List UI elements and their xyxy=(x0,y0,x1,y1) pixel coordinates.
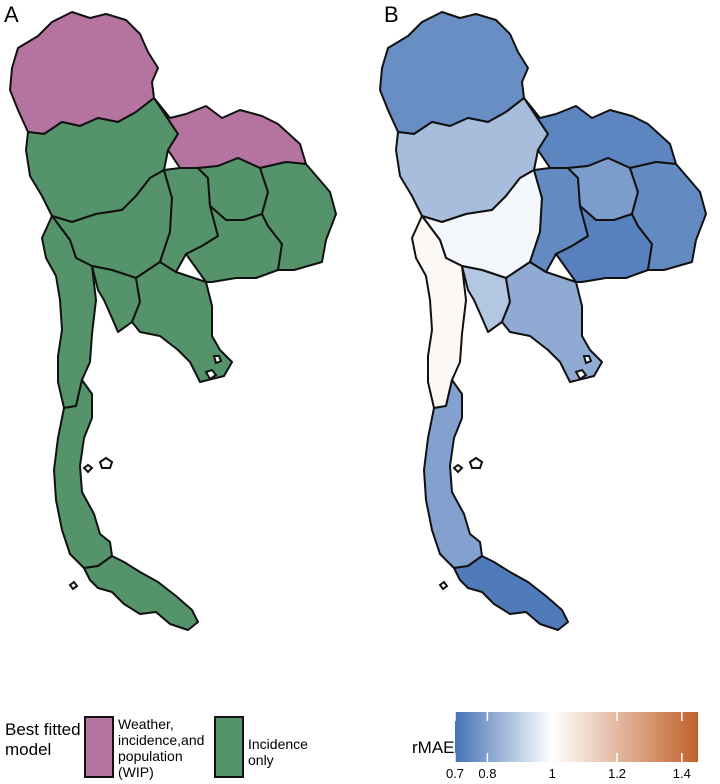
best-model-legend: Best fitted model Weather, incidence,and… xyxy=(0,700,360,784)
colorbar-tick-label: 0.7 xyxy=(445,766,465,781)
model-islet xyxy=(82,463,94,474)
model-region-central xyxy=(91,265,141,333)
rmae-map xyxy=(379,11,707,631)
colorbar-tick-label: 1.2 xyxy=(607,766,627,781)
model-region-lower-north xyxy=(25,97,179,223)
rmae-legend: rMAE 0.7 0.8 1 1.2 1.4 xyxy=(370,700,720,784)
legend-label-incidence: Incidence only xyxy=(248,736,308,768)
best-model-map xyxy=(9,11,337,631)
model-region-east xyxy=(131,261,233,383)
colorbar-tick-label: 1 xyxy=(548,766,556,781)
rmae-islet xyxy=(582,355,593,365)
model-islet xyxy=(68,580,79,591)
rmae-region-lower-north xyxy=(395,97,549,223)
model-region-upper-south xyxy=(53,379,113,569)
rmae-islet xyxy=(438,580,449,591)
model-islet xyxy=(212,355,223,365)
model-region-far-northeast xyxy=(259,161,337,271)
model-islet xyxy=(98,456,114,469)
colorbar-title: rMAE xyxy=(412,738,455,757)
rmae-islet xyxy=(468,456,484,469)
rmae-region-far-northeast xyxy=(629,161,707,271)
colorbar-tick-label: 1.4 xyxy=(672,766,691,781)
rmae-region-lower-south xyxy=(453,555,569,631)
colorbar-gradient xyxy=(455,712,698,762)
model-region-upper-northeast xyxy=(153,97,307,169)
legend-title: Best fitted model xyxy=(5,720,81,759)
model-islet xyxy=(204,368,218,381)
model-region-lower-south xyxy=(83,555,199,631)
legend-swatch-wip xyxy=(84,716,114,778)
panel-label-a: A xyxy=(4,2,19,27)
rmae-islet xyxy=(452,463,464,474)
panel-label-b: B xyxy=(384,2,399,27)
rmae-region-upper-south xyxy=(423,379,483,569)
rmae-region-central xyxy=(461,265,511,333)
colorbar xyxy=(454,712,698,762)
rmae-region-upper-northeast xyxy=(523,97,677,169)
colorbar-tick-label: 0.8 xyxy=(478,766,497,781)
rmae-region-east xyxy=(501,261,603,383)
rmae-islet xyxy=(574,368,588,381)
legend-swatch-incidence xyxy=(214,716,244,778)
model-region-lower-northeast xyxy=(185,205,283,283)
rmae-region-lower-northeast xyxy=(555,205,653,283)
legend-label-wip: Weather, incidence,and population (WIP) xyxy=(118,716,205,780)
